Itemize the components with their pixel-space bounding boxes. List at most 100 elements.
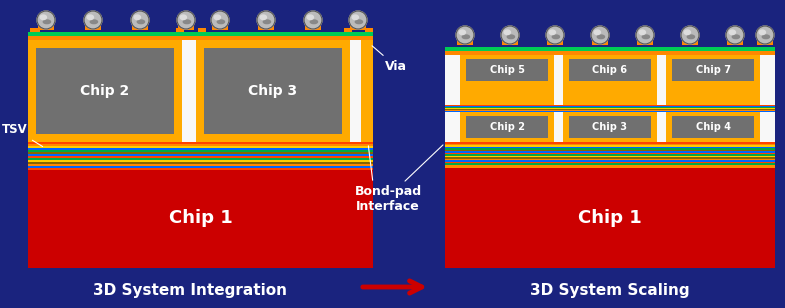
Bar [28, 156, 373, 158]
Bar [445, 142, 775, 144]
Bar [28, 162, 373, 164]
Ellipse shape [459, 30, 466, 34]
Circle shape [211, 11, 229, 29]
Bar [204, 48, 342, 134]
Bar [502, 38, 518, 45]
Circle shape [756, 26, 774, 44]
Text: Chip 2: Chip 2 [80, 84, 130, 98]
Bar [212, 24, 228, 30]
Bar [28, 32, 373, 36]
Text: Bond-pad
Interface: Bond-pad Interface [355, 185, 422, 213]
Bar [445, 149, 775, 151]
Bar [28, 152, 373, 155]
Bar [28, 148, 373, 150]
Bar [672, 59, 754, 81]
Bar [445, 155, 775, 158]
Bar [457, 38, 473, 45]
Bar [28, 142, 373, 144]
Ellipse shape [642, 35, 649, 38]
Text: 3D System Integration: 3D System Integration [93, 282, 287, 298]
Bar [445, 112, 775, 142]
Bar [28, 158, 373, 160]
Text: Chip 2: Chip 2 [490, 122, 524, 132]
Circle shape [681, 26, 699, 44]
Bar [28, 158, 373, 160]
Bar [445, 160, 775, 163]
Ellipse shape [310, 20, 317, 24]
Bar [682, 38, 698, 45]
Ellipse shape [43, 20, 50, 24]
Circle shape [591, 26, 609, 44]
Ellipse shape [184, 20, 191, 24]
Bar [176, 28, 184, 32]
Bar [30, 28, 38, 32]
Bar [365, 28, 373, 32]
Bar [445, 147, 775, 150]
Bar [28, 160, 373, 163]
Circle shape [636, 26, 654, 44]
Bar [445, 165, 775, 168]
Bar [445, 154, 775, 156]
Bar [445, 159, 775, 160]
Bar [28, 142, 373, 144]
Ellipse shape [732, 35, 739, 38]
Bar [592, 38, 608, 45]
Text: 3D System Scaling: 3D System Scaling [530, 282, 690, 298]
Bar [445, 163, 775, 165]
Bar [637, 38, 653, 45]
Ellipse shape [507, 35, 514, 38]
Bar [445, 47, 775, 51]
Ellipse shape [594, 30, 601, 34]
Ellipse shape [260, 15, 266, 19]
Bar [563, 55, 657, 105]
Bar [28, 154, 373, 156]
Bar [28, 168, 373, 170]
Circle shape [84, 11, 102, 29]
Bar [563, 112, 657, 142]
Bar [445, 150, 775, 152]
Ellipse shape [762, 35, 769, 38]
Ellipse shape [759, 30, 765, 34]
Bar [445, 168, 775, 268]
Bar [28, 168, 373, 268]
Circle shape [349, 11, 367, 29]
Ellipse shape [137, 20, 144, 24]
Bar [445, 51, 775, 55]
Bar [28, 144, 373, 146]
Ellipse shape [639, 30, 645, 34]
Ellipse shape [40, 15, 46, 19]
Text: Chip 7: Chip 7 [696, 65, 731, 75]
Bar [445, 105, 775, 106]
Ellipse shape [685, 30, 691, 34]
Circle shape [257, 11, 275, 29]
Ellipse shape [356, 20, 363, 24]
Text: Chip 1: Chip 1 [578, 209, 642, 227]
Bar [28, 150, 373, 152]
Ellipse shape [688, 35, 695, 38]
Bar [460, 55, 554, 105]
Bar [85, 24, 101, 30]
Bar [198, 28, 206, 32]
Ellipse shape [134, 15, 141, 19]
Circle shape [726, 26, 744, 44]
Bar [666, 55, 760, 105]
Bar [36, 48, 174, 134]
Ellipse shape [553, 35, 560, 38]
Bar [466, 116, 548, 138]
Bar [445, 144, 775, 145]
Circle shape [177, 11, 195, 29]
Text: Chip 3: Chip 3 [248, 84, 298, 98]
Circle shape [304, 11, 322, 29]
Ellipse shape [180, 15, 187, 19]
Bar [28, 152, 373, 154]
Bar [28, 166, 373, 168]
Bar [445, 152, 775, 155]
Bar [445, 107, 775, 108]
Bar [445, 145, 775, 147]
Bar [178, 24, 194, 30]
Bar [445, 157, 775, 159]
Ellipse shape [307, 15, 313, 19]
Circle shape [131, 11, 149, 29]
Bar [28, 163, 373, 165]
Bar [445, 55, 775, 105]
